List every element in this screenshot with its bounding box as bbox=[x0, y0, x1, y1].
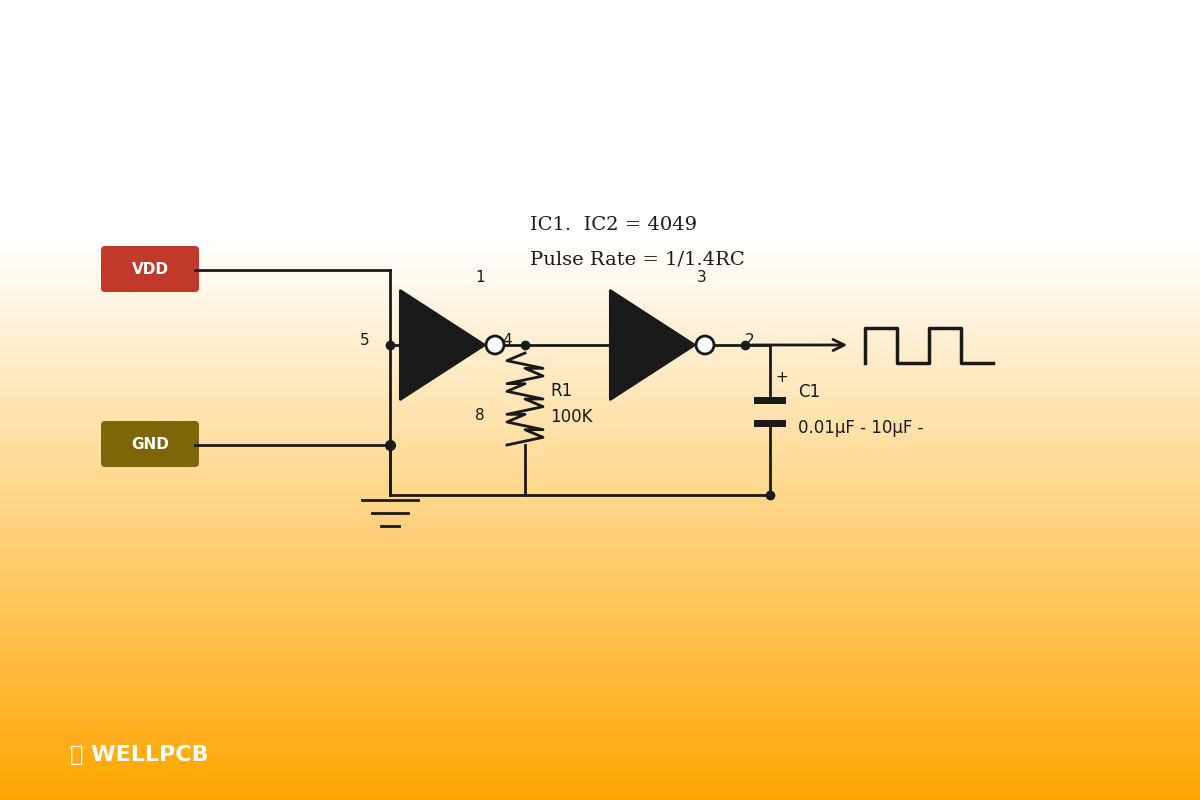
Text: C1: C1 bbox=[798, 383, 820, 401]
Text: 3: 3 bbox=[697, 270, 707, 286]
Text: 100K: 100K bbox=[550, 408, 593, 426]
Text: 0.01μF - 10μF -: 0.01μF - 10μF - bbox=[798, 419, 924, 437]
FancyBboxPatch shape bbox=[101, 246, 199, 292]
Text: R1: R1 bbox=[550, 382, 572, 400]
Text: IC1.  IC2 = 4049: IC1. IC2 = 4049 bbox=[530, 216, 697, 234]
Text: VDD: VDD bbox=[132, 262, 168, 277]
Circle shape bbox=[696, 336, 714, 354]
Bar bbox=[754, 397, 786, 403]
Text: 8: 8 bbox=[475, 407, 485, 422]
FancyBboxPatch shape bbox=[101, 421, 199, 467]
Text: 2: 2 bbox=[745, 333, 755, 347]
Bar bbox=[754, 419, 786, 426]
Circle shape bbox=[486, 336, 504, 354]
Text: Pulse Rate = 1/1.4RC: Pulse Rate = 1/1.4RC bbox=[530, 251, 745, 269]
Text: Ⓦ WELLPCB: Ⓦ WELLPCB bbox=[70, 745, 209, 765]
Polygon shape bbox=[610, 290, 695, 400]
Text: 1: 1 bbox=[475, 270, 485, 286]
Text: +: + bbox=[775, 370, 787, 386]
Text: GND: GND bbox=[131, 437, 169, 451]
Text: 4: 4 bbox=[502, 333, 512, 347]
Polygon shape bbox=[400, 290, 485, 400]
Text: 5: 5 bbox=[360, 333, 370, 347]
